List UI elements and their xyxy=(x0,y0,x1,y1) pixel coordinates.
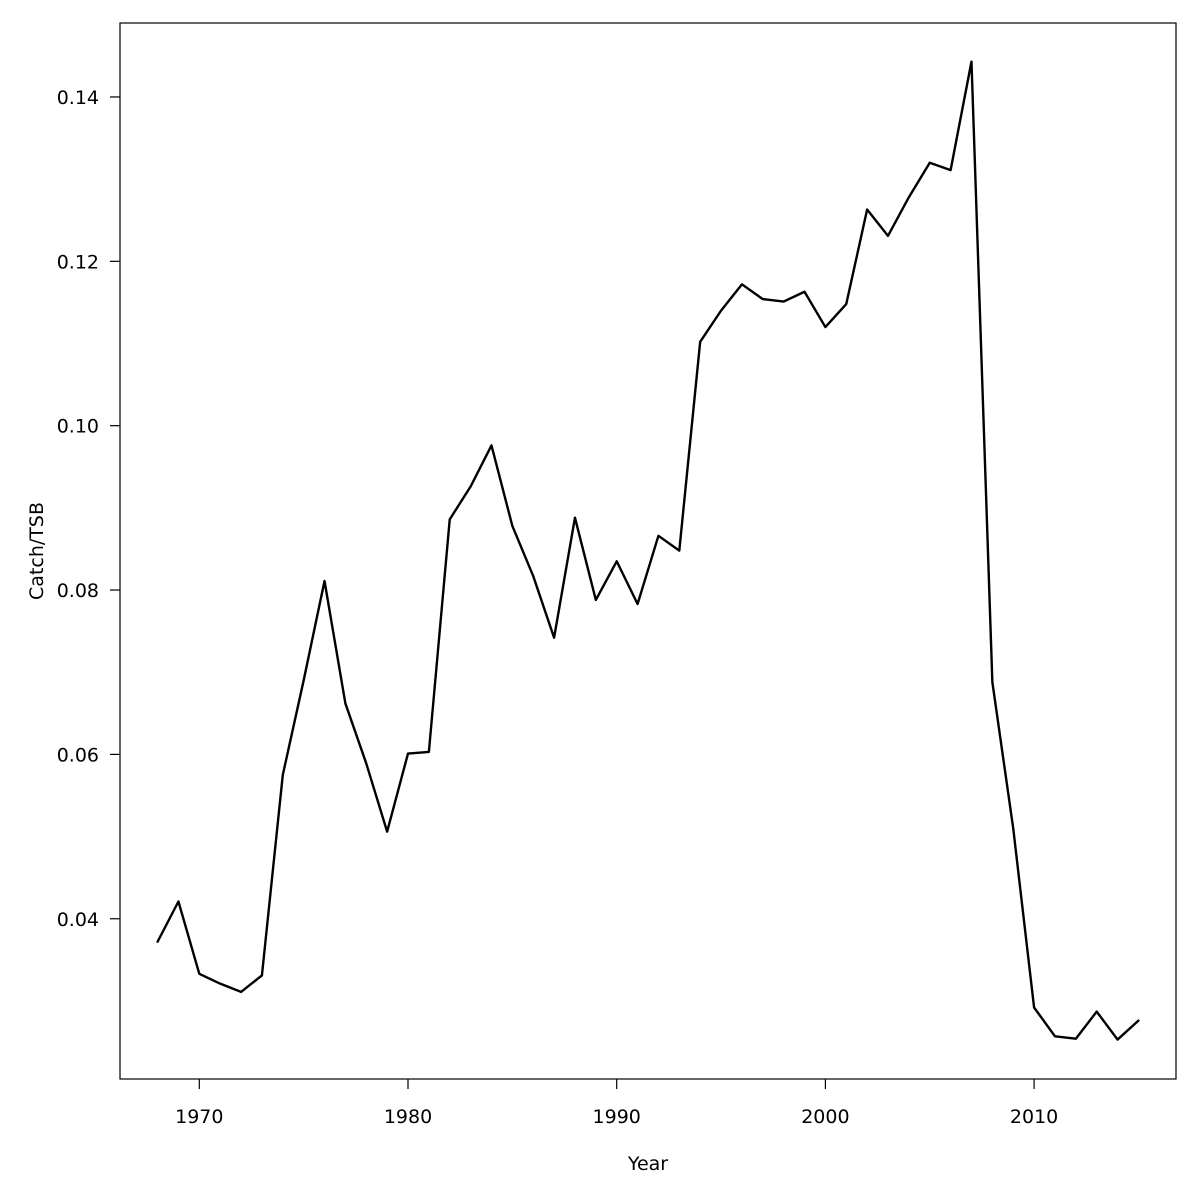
y-tick-label: 0.08 xyxy=(57,580,99,602)
y-tick-label: 0.06 xyxy=(57,744,99,766)
x-tick-label: 1970 xyxy=(175,1106,223,1128)
x-tick-label: 2000 xyxy=(801,1106,849,1128)
y-axis-title: Catch/TSB xyxy=(26,502,48,600)
y-axis: 0.04 0.06 0.08 0.10 0.12 0.14 xyxy=(57,87,120,931)
x-axis: 1970 1980 1990 2000 2010 xyxy=(175,1079,1058,1128)
series-line xyxy=(156,60,1140,1041)
y-tick-label: 0.12 xyxy=(57,251,99,273)
x-tick-label: 1980 xyxy=(384,1106,432,1128)
plot-frame xyxy=(119,22,1177,1080)
x-axis-title: Year xyxy=(627,1153,668,1175)
x-tick-label: 2010 xyxy=(1010,1106,1058,1128)
y-tick-label: 0.14 xyxy=(57,87,99,109)
y-tick-label: 0.04 xyxy=(57,909,99,931)
y-tick-label: 0.10 xyxy=(57,416,99,438)
x-tick-label: 1990 xyxy=(593,1106,641,1128)
